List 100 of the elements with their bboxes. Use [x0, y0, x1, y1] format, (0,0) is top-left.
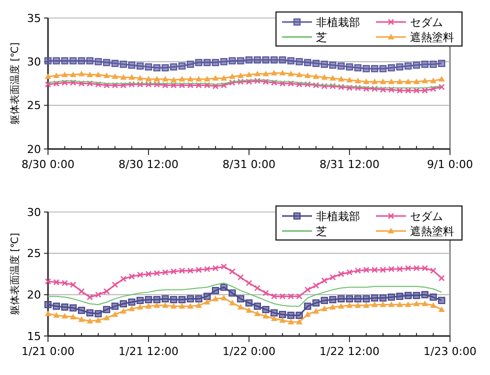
- point: [103, 306, 110, 314]
- point: [320, 296, 328, 304]
- point: [430, 268, 436, 274]
- point: [321, 82, 328, 90]
- point: [380, 78, 386, 84]
- point: [86, 318, 94, 324]
- point: [112, 73, 118, 79]
- legend-label: 遮熱塗料: [410, 30, 454, 44]
- x-tick-label: 1/22 12:00: [320, 345, 380, 358]
- point: [278, 56, 286, 64]
- point: [422, 265, 428, 272]
- point: [412, 62, 420, 69]
- point: [229, 79, 236, 86]
- point: [78, 57, 86, 64]
- point: [61, 303, 68, 311]
- point: [304, 286, 311, 293]
- point: [170, 82, 177, 88]
- point: [279, 70, 286, 76]
- legend-label: 芝: [316, 224, 327, 238]
- point: [170, 303, 177, 309]
- point: [304, 81, 311, 88]
- point: [396, 63, 404, 71]
- point: [312, 73, 320, 79]
- point: [228, 289, 236, 297]
- point: [304, 311, 311, 317]
- point: [254, 310, 261, 316]
- point: [321, 74, 328, 80]
- point: [220, 82, 228, 88]
- point: [396, 87, 403, 94]
- point: [154, 81, 160, 88]
- point: [136, 304, 144, 310]
- legend-label: セダム: [410, 16, 443, 29]
- point: [103, 58, 110, 66]
- y-tick-label: 30: [27, 206, 41, 219]
- point: [128, 62, 136, 69]
- point: [371, 78, 378, 84]
- point: [103, 72, 110, 78]
- point: [288, 293, 294, 300]
- point: [312, 299, 320, 307]
- x-tick-label: 1/22 0:00: [222, 345, 276, 358]
- y-tick-label: 25: [27, 247, 41, 260]
- legend-label: セダム: [410, 210, 443, 223]
- point: [388, 64, 395, 72]
- line-series: [48, 282, 442, 307]
- point: [288, 70, 294, 76]
- point: [296, 81, 302, 88]
- point: [204, 58, 211, 66]
- point: [338, 76, 344, 82]
- y-tick-label: 20: [27, 288, 41, 302]
- point: [245, 299, 253, 307]
- point: [70, 57, 77, 64]
- point: [162, 64, 169, 72]
- point: [396, 301, 403, 307]
- point: [245, 56, 253, 64]
- y-tick-label: 25: [27, 99, 41, 112]
- point: [404, 78, 412, 84]
- point: [144, 63, 152, 71]
- point: [178, 296, 186, 304]
- point: [162, 302, 168, 308]
- point: [178, 62, 186, 70]
- point: [270, 79, 278, 86]
- point: [196, 76, 202, 82]
- point: [438, 274, 445, 282]
- point: [212, 75, 219, 81]
- point: [371, 266, 378, 274]
- legend-label: 非植栽部: [316, 210, 360, 223]
- point: [204, 266, 210, 272]
- point: [346, 295, 354, 302]
- point: [70, 72, 76, 78]
- y-tick-label: 20: [27, 142, 41, 156]
- y-axis-title: 躯体表面温度 [℃]: [9, 42, 21, 125]
- point: [212, 82, 219, 90]
- point: [61, 57, 68, 64]
- point: [62, 72, 68, 78]
- point: [78, 306, 86, 314]
- legend-label: 芝: [316, 30, 327, 44]
- point: [153, 64, 160, 72]
- point: [237, 78, 244, 85]
- point: [228, 57, 236, 64]
- point: [371, 86, 378, 92]
- point: [136, 272, 144, 278]
- point: [404, 87, 412, 94]
- point: [413, 78, 420, 84]
- point: [204, 76, 210, 82]
- x-tick-label: 8/31 12:00: [320, 158, 380, 171]
- point: [346, 84, 353, 92]
- point: [128, 81, 135, 88]
- point: [404, 301, 412, 307]
- point: [162, 295, 169, 302]
- point: [86, 57, 94, 64]
- point: [186, 295, 194, 302]
- point: [329, 296, 336, 304]
- point: [237, 274, 244, 280]
- point: [178, 268, 186, 274]
- point: [413, 265, 420, 272]
- point: [354, 78, 362, 84]
- point: [53, 72, 60, 78]
- y-tick-label: 15: [27, 330, 41, 343]
- point: [220, 75, 228, 81]
- point: [413, 300, 420, 306]
